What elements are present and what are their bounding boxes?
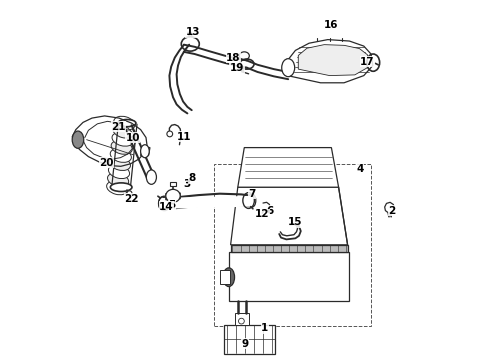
Text: 11: 11 — [176, 132, 191, 142]
Ellipse shape — [109, 157, 130, 171]
Text: 14: 14 — [159, 202, 174, 212]
Text: 12: 12 — [255, 209, 270, 219]
Text: 17: 17 — [360, 57, 375, 67]
Text: 8: 8 — [188, 173, 196, 183]
Ellipse shape — [113, 124, 134, 138]
Ellipse shape — [167, 131, 172, 137]
Text: 19: 19 — [230, 63, 245, 73]
Polygon shape — [220, 270, 230, 284]
Ellipse shape — [111, 140, 132, 154]
Polygon shape — [231, 187, 347, 245]
Polygon shape — [231, 245, 347, 252]
Ellipse shape — [114, 116, 135, 130]
Text: 16: 16 — [324, 20, 339, 30]
Ellipse shape — [72, 131, 84, 148]
Polygon shape — [141, 147, 150, 156]
Polygon shape — [238, 148, 339, 187]
Ellipse shape — [147, 170, 156, 184]
Text: 10: 10 — [125, 132, 140, 143]
Polygon shape — [224, 325, 274, 354]
Text: 13: 13 — [186, 27, 200, 37]
Polygon shape — [162, 196, 252, 209]
Polygon shape — [170, 182, 176, 186]
Ellipse shape — [181, 37, 199, 51]
Polygon shape — [229, 252, 349, 301]
Ellipse shape — [248, 194, 256, 207]
Text: 21: 21 — [111, 122, 125, 132]
Ellipse shape — [282, 59, 294, 77]
Text: 2: 2 — [388, 206, 395, 216]
Ellipse shape — [223, 268, 235, 287]
Ellipse shape — [159, 197, 166, 210]
Ellipse shape — [110, 183, 132, 192]
Ellipse shape — [239, 318, 245, 324]
Text: 6: 6 — [267, 206, 274, 216]
Ellipse shape — [110, 149, 131, 162]
Ellipse shape — [141, 145, 149, 158]
Polygon shape — [288, 40, 373, 83]
Text: 20: 20 — [99, 158, 114, 168]
Text: 7: 7 — [248, 189, 256, 199]
Bar — [215, 164, 371, 326]
Polygon shape — [298, 45, 368, 76]
Ellipse shape — [166, 189, 180, 202]
Text: 18: 18 — [226, 53, 241, 63]
Text: 5: 5 — [169, 200, 176, 210]
Text: 1: 1 — [261, 323, 269, 333]
Text: 22: 22 — [124, 194, 139, 204]
Ellipse shape — [112, 132, 133, 146]
Text: 15: 15 — [288, 217, 303, 228]
Ellipse shape — [107, 181, 128, 195]
Polygon shape — [166, 193, 180, 200]
Text: 4: 4 — [357, 164, 364, 174]
Ellipse shape — [107, 173, 129, 187]
Ellipse shape — [127, 191, 132, 196]
Polygon shape — [235, 313, 248, 325]
Text: 9: 9 — [242, 339, 248, 349]
Ellipse shape — [108, 165, 129, 179]
Ellipse shape — [118, 120, 136, 127]
Text: 3: 3 — [183, 179, 190, 189]
